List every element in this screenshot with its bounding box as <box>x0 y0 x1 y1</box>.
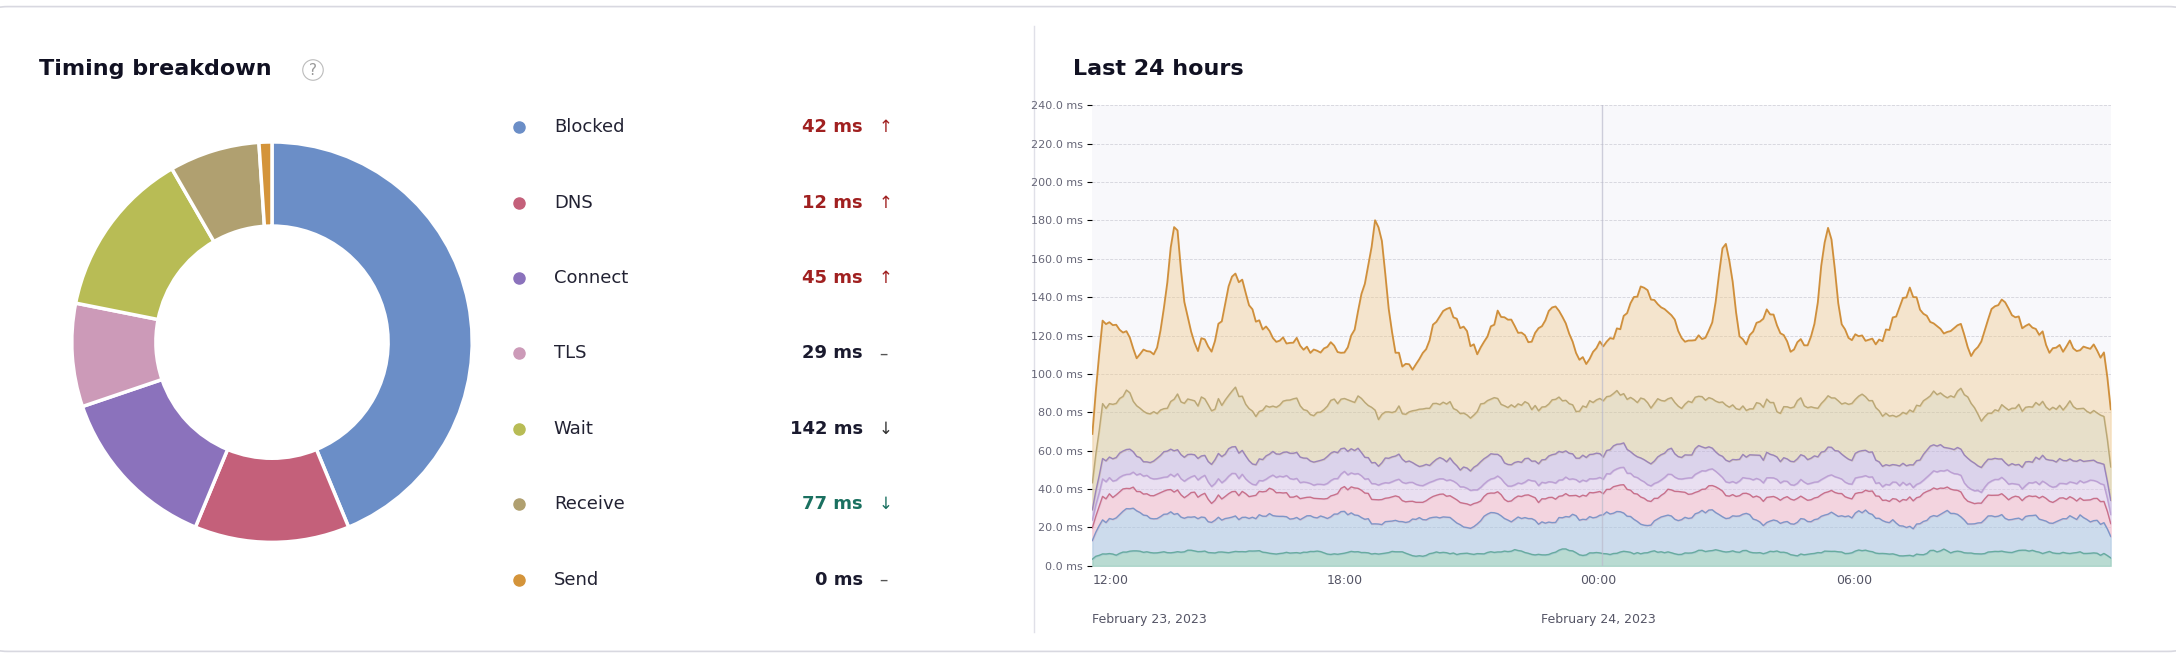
Text: 42 ms: 42 ms <box>803 118 864 136</box>
Text: Last 24 hours: Last 24 hours <box>1073 59 1242 79</box>
Text: 45 ms: 45 ms <box>803 269 864 287</box>
Text: 142 ms: 142 ms <box>790 420 864 438</box>
Text: ?: ? <box>309 63 318 78</box>
Wedge shape <box>272 142 472 527</box>
Text: Receive: Receive <box>553 495 625 513</box>
Text: –: – <box>879 571 888 589</box>
Text: ↑: ↑ <box>879 269 892 287</box>
Text: 06:00: 06:00 <box>1837 574 1871 587</box>
Wedge shape <box>172 142 265 241</box>
Text: 12:00: 12:00 <box>1092 574 1129 587</box>
Text: 29 ms: 29 ms <box>803 345 864 363</box>
Wedge shape <box>196 449 348 542</box>
Text: 12 ms: 12 ms <box>803 193 864 212</box>
Text: Timing breakdown: Timing breakdown <box>39 59 272 79</box>
Text: ↑: ↑ <box>879 193 892 212</box>
Wedge shape <box>83 380 228 527</box>
Text: TLS: TLS <box>553 345 585 363</box>
Text: February 24, 2023: February 24, 2023 <box>1541 613 1656 626</box>
Text: 18:00: 18:00 <box>1327 574 1362 587</box>
Text: Blocked: Blocked <box>553 118 625 136</box>
Text: Send: Send <box>553 571 598 589</box>
Text: Connect: Connect <box>553 269 629 287</box>
Text: DNS: DNS <box>553 193 592 212</box>
Text: February 23, 2023: February 23, 2023 <box>1092 613 1208 626</box>
Text: Wait: Wait <box>553 420 594 438</box>
Text: 00:00: 00:00 <box>1580 574 1617 587</box>
Wedge shape <box>76 169 213 320</box>
Text: –: – <box>879 345 888 363</box>
Text: ↑: ↑ <box>879 118 892 136</box>
Text: ↓: ↓ <box>879 420 892 438</box>
Wedge shape <box>259 142 272 226</box>
Text: 0 ms: 0 ms <box>814 571 864 589</box>
FancyBboxPatch shape <box>0 7 2176 651</box>
Text: 77 ms: 77 ms <box>803 495 864 513</box>
Wedge shape <box>72 303 161 407</box>
Text: ↓: ↓ <box>879 495 892 513</box>
